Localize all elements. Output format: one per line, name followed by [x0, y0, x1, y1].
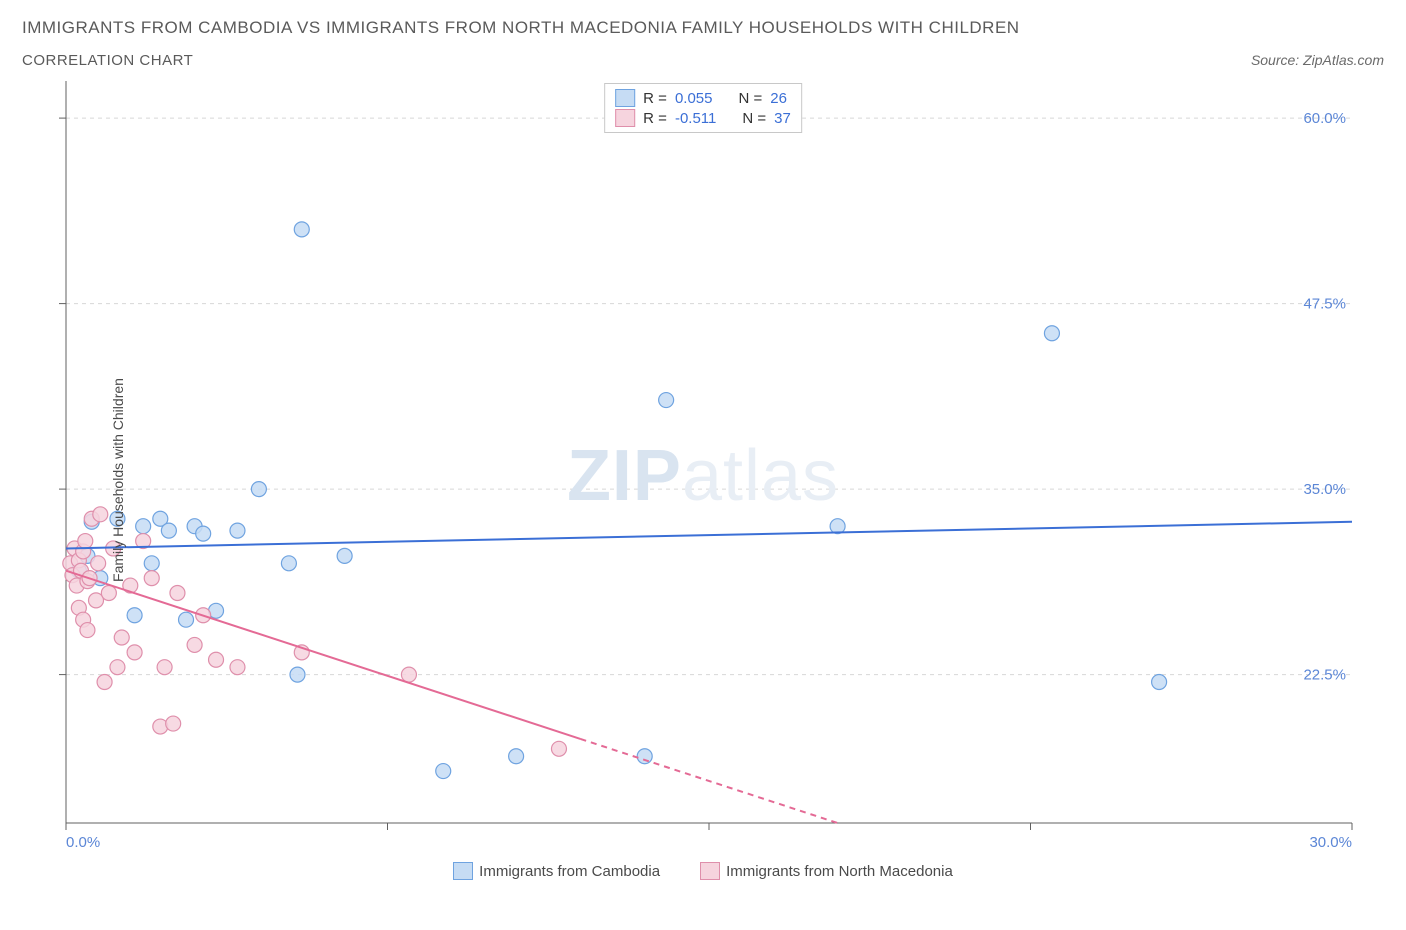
legend-label-cambodia: Immigrants from Cambodia	[479, 863, 660, 880]
bottom-legend: Immigrants from Cambodia Immigrants from…	[22, 862, 1384, 880]
svg-text:30.0%: 30.0%	[1309, 834, 1352, 851]
legend-item-cambodia: Immigrants from Cambodia	[453, 862, 660, 880]
stats-row-cambodia: R = 0.055 N = 26	[615, 88, 791, 108]
stat-label-r: R =	[643, 110, 667, 127]
stat-n-macedonia: 37	[774, 110, 791, 127]
svg-text:35.0%: 35.0%	[1303, 481, 1346, 498]
chart-title-line1: IMMIGRANTS FROM CAMBODIA VS IMMIGRANTS F…	[22, 18, 1384, 38]
stat-label-r: R =	[643, 90, 667, 107]
legend-swatch-cambodia	[453, 862, 473, 880]
stat-label-n: N =	[738, 90, 762, 107]
legend-swatch-macedonia	[700, 862, 720, 880]
legend-item-macedonia: Immigrants from North Macedonia	[700, 862, 953, 880]
stats-row-macedonia: R = -0.511 N = 37	[615, 108, 791, 128]
stat-n-cambodia: 26	[770, 90, 787, 107]
chart-title-line2: CORRELATION CHART	[22, 52, 193, 69]
legend-swatch-cambodia	[615, 89, 635, 107]
stats-legend: R = 0.055 N = 26 R = -0.511 N = 37	[604, 83, 802, 133]
source-label: Source: ZipAtlas.com	[1251, 52, 1384, 68]
svg-text:60.0%: 60.0%	[1303, 110, 1346, 127]
chart-container: Family Households with Children ZIPatlas…	[22, 77, 1384, 882]
legend-label-macedonia: Immigrants from North Macedonia	[726, 863, 953, 880]
stat-r-cambodia: 0.055	[675, 90, 713, 107]
scatter-chart: 22.5% 35.0% 47.5% 60.0% 0.0% 30.0%	[22, 77, 1382, 877]
svg-text:47.5%: 47.5%	[1303, 296, 1346, 313]
svg-text:22.5%: 22.5%	[1303, 667, 1346, 684]
y-axis-label: Family Households with Children	[110, 378, 126, 582]
stat-r-macedonia: -0.511	[675, 110, 716, 127]
stat-label-n: N =	[742, 110, 766, 127]
legend-swatch-macedonia	[615, 109, 635, 127]
title-row: CORRELATION CHART Source: ZipAtlas.com	[22, 52, 1384, 69]
svg-text:0.0%: 0.0%	[66, 834, 100, 851]
